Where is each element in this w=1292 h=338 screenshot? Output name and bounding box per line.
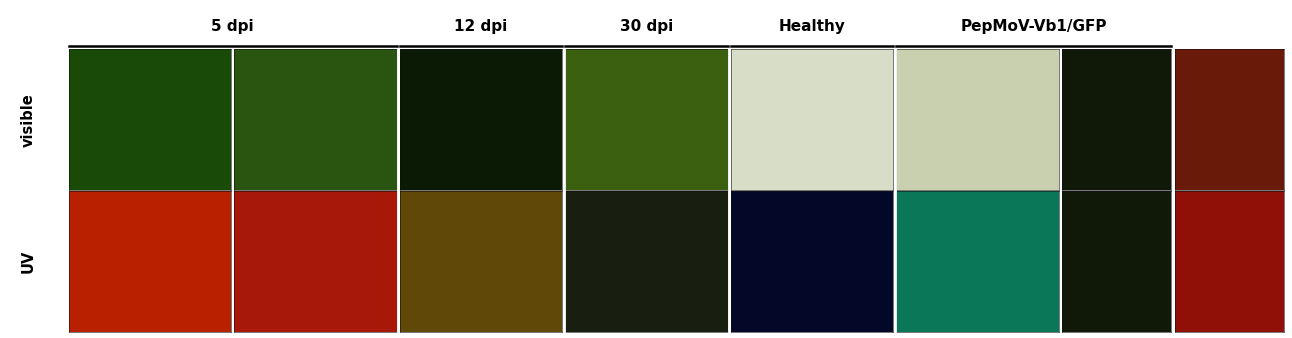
Text: PepMoV-Vb1/GFP: PepMoV-Vb1/GFP	[961, 19, 1107, 33]
Text: Healthy: Healthy	[779, 19, 845, 33]
Text: 12 dpi: 12 dpi	[455, 19, 508, 33]
Text: 30 dpi: 30 dpi	[620, 19, 673, 33]
Text: UV: UV	[21, 249, 36, 273]
Text: visible: visible	[21, 93, 36, 147]
Text: 5 dpi: 5 dpi	[212, 19, 255, 33]
